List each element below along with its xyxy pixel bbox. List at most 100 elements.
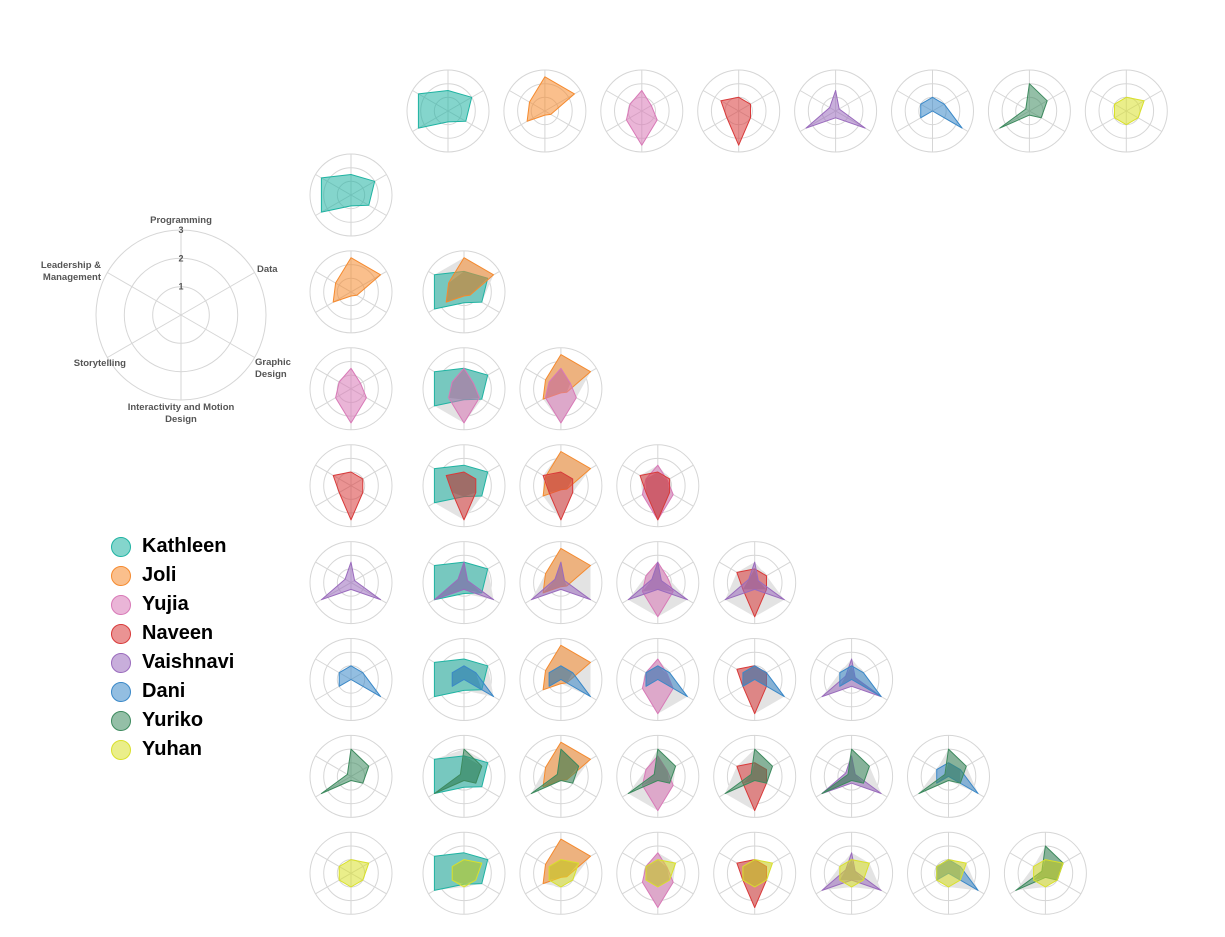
radar-shape-yujia xyxy=(335,367,367,424)
radar-shape-yuriko xyxy=(320,748,370,794)
radar-pair-yuriko-joli xyxy=(519,734,603,818)
radar-shape-vaishnavi xyxy=(433,561,495,601)
radar-top-dani xyxy=(891,69,974,153)
radar-pair-naveen-kathleen xyxy=(422,444,506,528)
legend: Kathleen Joli Yujia Naveen Vaishnavi Dan… xyxy=(111,532,234,764)
grid-spoke xyxy=(993,90,1030,112)
radar-shape-yuhan xyxy=(645,859,677,888)
radar-shape-yuhan xyxy=(1033,859,1064,888)
legend-swatch-joli xyxy=(111,565,131,586)
radar-shape-yuriko xyxy=(918,748,967,794)
legend-label-vaishnavi: Vaishnavi xyxy=(142,651,235,673)
radar-pair-yuhan-joli xyxy=(519,831,603,915)
radar-pair-yuriko-naveen xyxy=(713,734,797,818)
radar-pair-yuriko-vaishnavi xyxy=(810,734,894,818)
radar-top-yujia xyxy=(600,69,684,153)
radar-left-naveen xyxy=(309,444,393,528)
radar-shape-vaishnavi xyxy=(805,90,866,129)
radar-shape-naveen xyxy=(332,471,364,521)
radar-shape-yuhan xyxy=(936,859,967,888)
axis-label-programming: Programming xyxy=(150,215,212,226)
radar-shape-vaishnavi xyxy=(627,561,688,601)
radar-pair-vaishnavi-joli xyxy=(519,541,603,625)
radar-pair-dani-kathleen xyxy=(422,638,506,721)
legend-label-yujia: Yujia xyxy=(142,593,189,615)
legend-swatch-dani xyxy=(111,681,131,702)
radar-pair-yuhan-yuriko xyxy=(1003,831,1087,915)
radar-top-kathleen xyxy=(406,69,490,153)
radar-shape-yuhan xyxy=(548,859,580,888)
radar-shape-yuriko xyxy=(433,748,483,794)
radar-shape-yuhan xyxy=(839,859,870,888)
legend-item-yuhan: Yuhan xyxy=(111,735,234,764)
legend-label-yuriko: Yuriko xyxy=(142,709,204,731)
radar-left-vaishnavi xyxy=(309,541,393,625)
legend-item-naveen: Naveen xyxy=(111,619,234,648)
radar-shape-dani xyxy=(451,665,495,698)
radar-pair-yuhan-naveen xyxy=(713,831,797,915)
grid-spoke xyxy=(107,272,182,316)
radar-left-yuhan xyxy=(309,831,393,915)
radar-shape-yuriko xyxy=(627,748,677,794)
radar-shape-yujia xyxy=(545,367,577,424)
radar-shape-joli xyxy=(526,76,575,122)
axis-label-leadership-management: Leadership & Management xyxy=(41,260,102,283)
legend-swatch-vaishnavi xyxy=(111,652,131,673)
radar-shape-dani xyxy=(338,665,382,698)
radar-pair-yuhan-kathleen xyxy=(422,831,506,915)
axis-label-interactivity-and-motion-design: Interactivity and Motion Design xyxy=(128,402,235,425)
radar-top-yuhan xyxy=(1084,69,1168,153)
grid-spoke xyxy=(835,90,872,112)
radar-shape-naveen xyxy=(445,471,477,521)
radar-pair-dani-joli xyxy=(519,638,603,721)
radar-left-yuriko xyxy=(309,734,393,818)
axis-label-storytelling: Storytelling xyxy=(74,358,126,369)
radar-left-yujia xyxy=(309,347,393,431)
radar-shape-yujia xyxy=(625,90,658,146)
radar-pair-dani-naveen xyxy=(713,638,797,721)
legend-label-kathleen: Kathleen xyxy=(142,535,227,557)
radar-pair-yuriko-kathleen xyxy=(422,734,506,818)
legend-item-kathleen: Kathleen xyxy=(111,532,234,561)
grid-spoke xyxy=(180,272,255,316)
grid-spoke xyxy=(350,561,387,584)
legend-item-dani: Dani xyxy=(111,677,234,706)
radar-top-joli xyxy=(503,69,587,153)
grid-spoke xyxy=(107,314,182,358)
radar-shape-yuhan xyxy=(742,859,773,888)
radar-shape-dani xyxy=(645,665,688,698)
radar-pair-dani-vaishnavi xyxy=(810,638,894,721)
radar-shape-dani xyxy=(548,665,591,698)
radar-shape-yuhan xyxy=(451,859,483,888)
radar-pair-yujia-kathleen xyxy=(422,347,506,431)
axis-label-graphic-design: Graphic Design xyxy=(255,357,291,380)
radar-pair-yuhan-dani xyxy=(907,831,990,915)
scale-tick-label: 3 xyxy=(178,225,183,235)
radar-shape-yujia xyxy=(448,367,480,424)
radar-shape-yuhan xyxy=(1114,96,1145,126)
scale-tick-label: 1 xyxy=(178,282,183,292)
radar-shape-naveen xyxy=(639,471,671,521)
legend-item-yuriko: Yuriko xyxy=(111,706,234,735)
radar-pair-naveen-yujia xyxy=(616,444,700,528)
legend-label-joli: Joli xyxy=(142,564,177,586)
radar-shape-joli xyxy=(445,257,495,303)
legend-label-naveen: Naveen xyxy=(142,622,214,644)
radar-shape-dani xyxy=(839,665,882,698)
radar-pair-vaishnavi-kathleen xyxy=(422,541,506,625)
radar-shape-yuhan xyxy=(338,859,370,888)
radar-pair-yuhan-vaishnavi xyxy=(810,831,894,915)
radar-pair-naveen-joli xyxy=(519,444,603,528)
legend-label-yuhan: Yuhan xyxy=(142,738,203,760)
radar-shape-naveen xyxy=(720,96,751,146)
scale-tick-label: 2 xyxy=(178,253,183,263)
axis-label-data: Data xyxy=(257,264,278,275)
radar-shape-vaishnavi xyxy=(320,561,382,601)
radar-shape-vaishnavi xyxy=(724,561,785,601)
radar-shape-kathleen xyxy=(417,90,473,129)
radar-shape-yuriko xyxy=(999,83,1048,129)
radar-pair-yuriko-dani xyxy=(907,734,990,818)
radar-left-dani xyxy=(309,638,393,721)
radar-top-vaishnavi xyxy=(794,69,878,153)
